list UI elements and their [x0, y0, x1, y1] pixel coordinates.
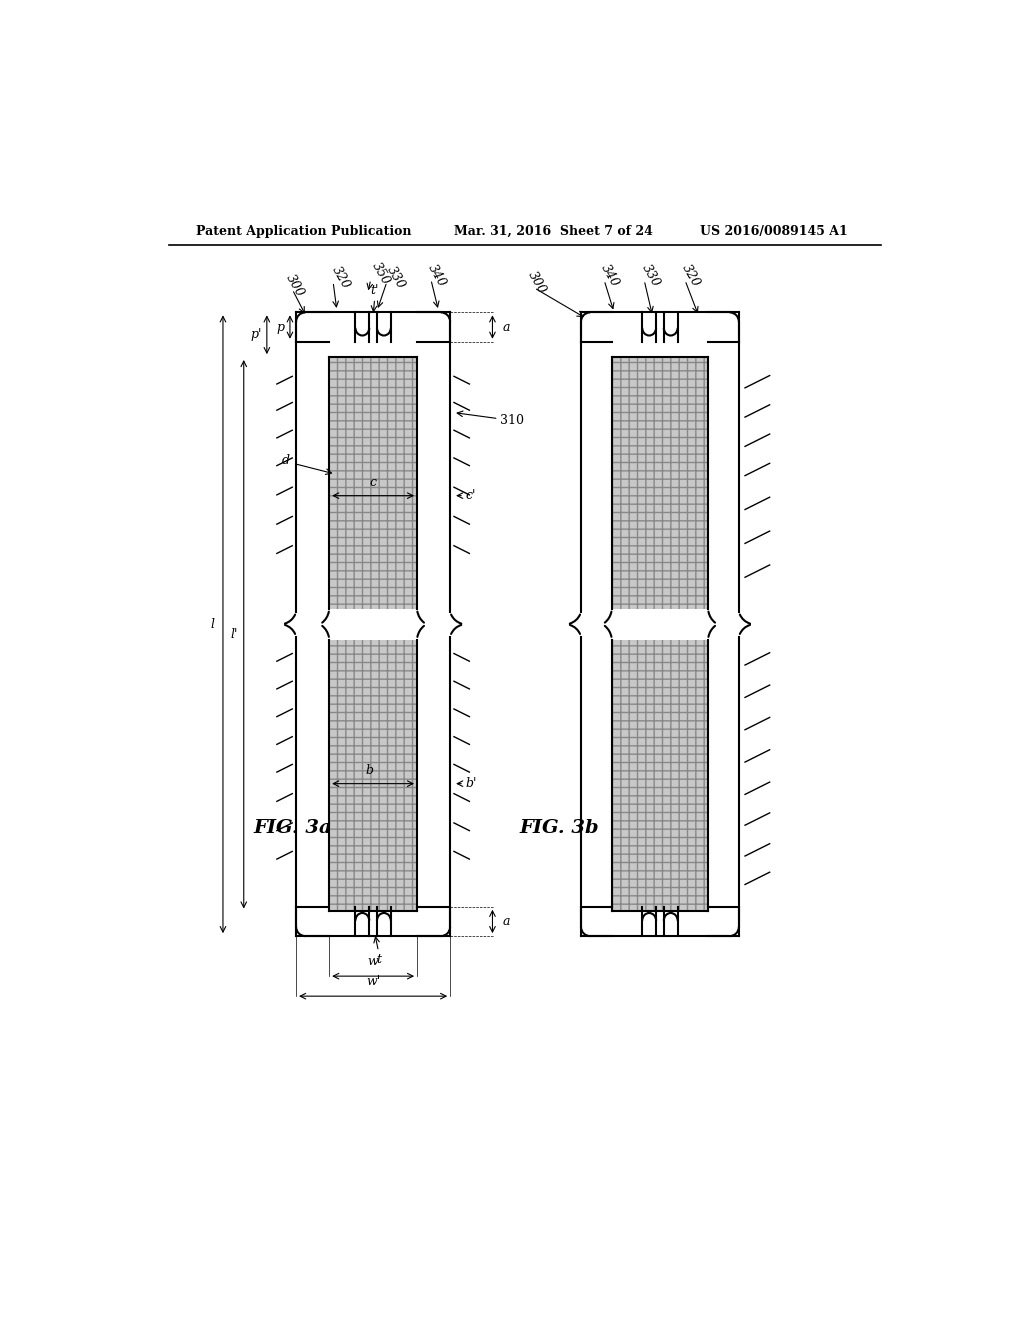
Text: l: l — [211, 618, 215, 631]
Text: d: d — [282, 454, 290, 467]
Text: 330: 330 — [385, 264, 408, 292]
Bar — [612, 358, 708, 609]
Bar — [330, 640, 416, 911]
Text: 320: 320 — [680, 261, 702, 289]
Text: 300: 300 — [283, 272, 306, 300]
Text: Mar. 31, 2016  Sheet 7 of 24: Mar. 31, 2016 Sheet 7 of 24 — [454, 224, 653, 238]
Text: Patent Application Publication: Patent Application Publication — [196, 224, 412, 238]
Bar — [612, 640, 708, 911]
Text: p: p — [276, 321, 285, 334]
Bar — [330, 358, 416, 609]
Text: l': l' — [230, 628, 238, 640]
Text: 340: 340 — [425, 261, 449, 289]
Text: b': b' — [466, 777, 477, 791]
Text: FIG. 3a: FIG. 3a — [254, 820, 333, 837]
Text: w': w' — [366, 975, 380, 989]
Text: 330: 330 — [639, 261, 663, 289]
Text: c': c' — [466, 490, 476, 502]
Text: a: a — [503, 915, 510, 928]
Text: w: w — [368, 956, 379, 969]
Text: b: b — [366, 764, 374, 777]
Text: a: a — [503, 321, 510, 334]
Text: 350: 350 — [370, 260, 392, 288]
Text: 320: 320 — [330, 264, 352, 292]
Text: FIG. 3b: FIG. 3b — [519, 820, 599, 837]
Text: p': p' — [251, 329, 262, 342]
Text: t: t — [377, 953, 382, 966]
Text: 310: 310 — [500, 413, 524, 426]
Text: c: c — [370, 477, 377, 490]
Text: t': t' — [371, 284, 379, 297]
Text: US 2016/0089145 A1: US 2016/0089145 A1 — [700, 224, 848, 238]
Text: 300: 300 — [524, 269, 548, 297]
Text: 340: 340 — [599, 261, 622, 289]
